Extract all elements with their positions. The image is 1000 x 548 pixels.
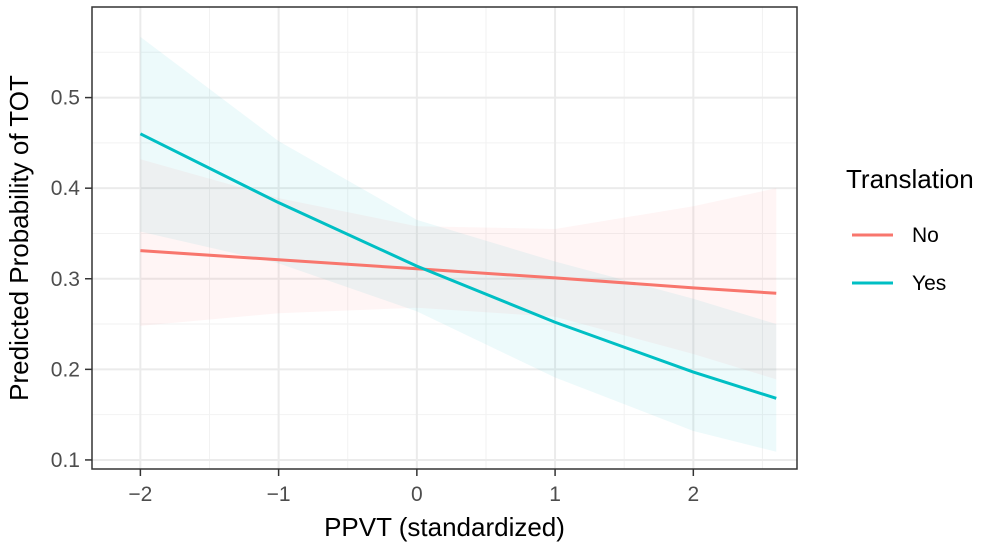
x-tick-label: 0 (411, 483, 423, 506)
y-axis-title: Predicted Probability of TOT (4, 75, 34, 401)
y-tick-label: 0.1 (51, 449, 80, 472)
x-tick-label: 1 (549, 483, 561, 506)
grid-minor (92, 7, 797, 469)
legend-items: No Yes (852, 224, 946, 295)
x-tick-label: −2 (128, 483, 152, 506)
x-tick-label: 2 (687, 483, 699, 506)
tick-labels: −2 −1 0 1 2 0.1 0.2 0.3 0.4 0.5 (51, 87, 699, 506)
axis-ticks (85, 96, 695, 476)
legend-title: Translation (846, 164, 974, 194)
y-tick-label: 0.3 (51, 268, 80, 291)
y-tick-label: 0.2 (51, 358, 80, 381)
legend-label-yes: Yes (912, 272, 946, 295)
y-tick-label: 0.4 (51, 177, 81, 200)
legend-label-no: No (912, 224, 939, 247)
series-line-yes (139, 132, 777, 400)
legend: Translation No Yes (846, 164, 974, 295)
ribbon-yes (140, 36, 777, 452)
x-axis-title: PPVT (standardized) (324, 512, 565, 542)
confidence-ribbons (140, 36, 777, 452)
x-tick-label: −1 (267, 483, 291, 506)
panel-border (91, 6, 798, 470)
series-line-no (140, 249, 777, 295)
series-lines (139, 132, 777, 400)
ribbon-no (140, 159, 777, 380)
y-tick-label: 0.5 (51, 87, 80, 110)
